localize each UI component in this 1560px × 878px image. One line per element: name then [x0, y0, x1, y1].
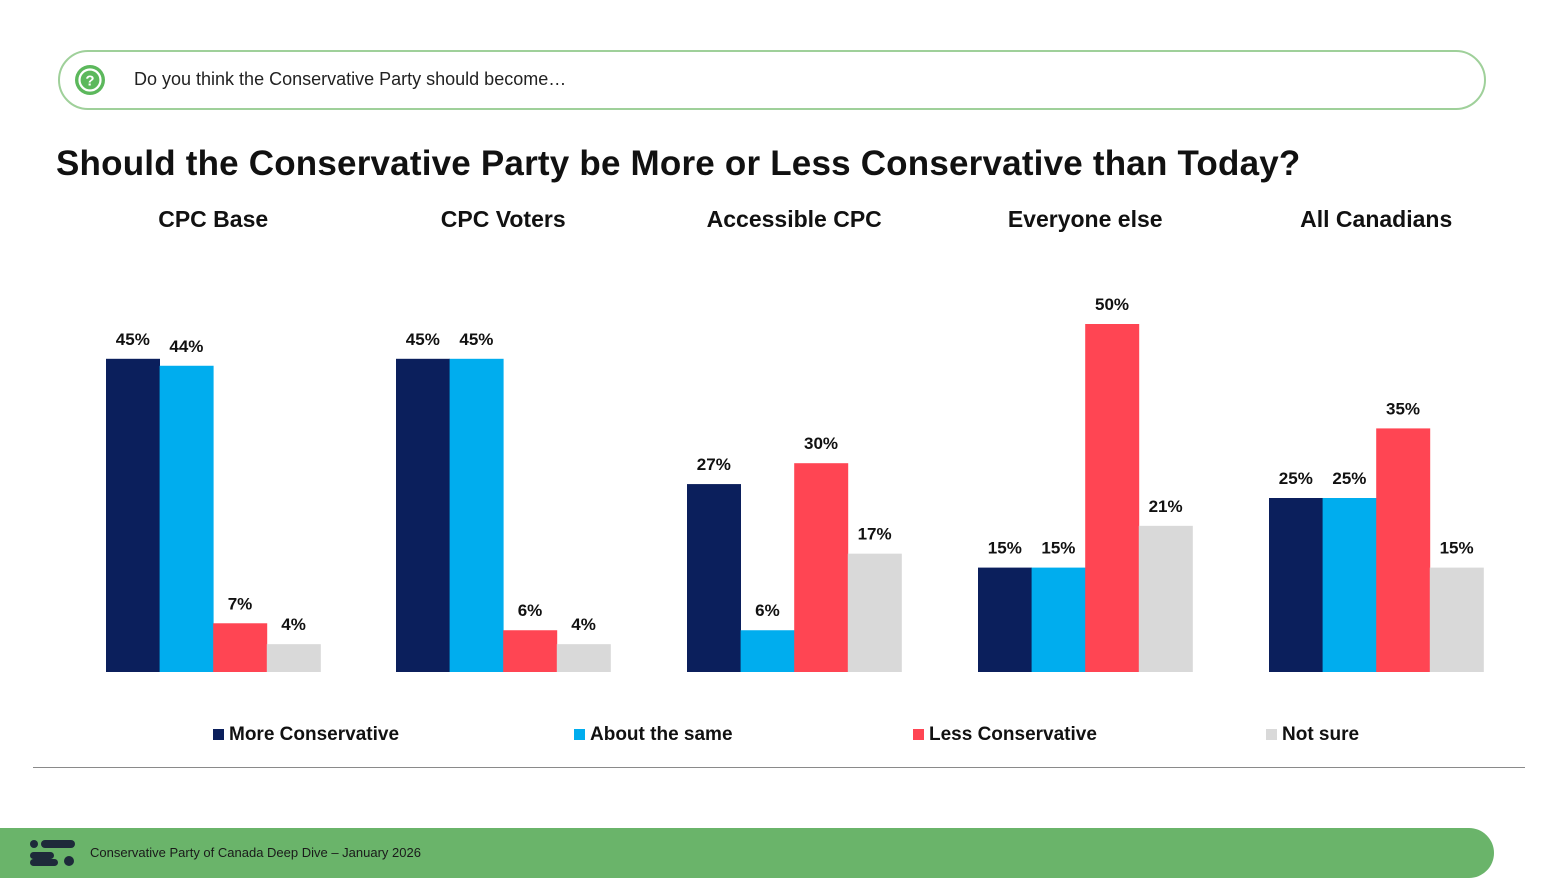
legend-swatch-less-conservative — [913, 729, 924, 740]
question-banner: ? Do you think the Conservative Party sh… — [58, 50, 1486, 110]
bar-accessible-cpc-not-sure — [847, 553, 902, 672]
data-label-everyone-else-more-conservative: 15% — [988, 539, 1022, 558]
legend-label-about-the-same: About the same — [590, 724, 733, 745]
legend-label-more-conservative: More Conservative — [229, 724, 399, 745]
data-label-accessible-cpc-more-conservative: 27% — [697, 455, 731, 474]
group-title-everyone-else: Everyone else — [1008, 206, 1163, 232]
data-label-cpc-voters-not-sure: 4% — [571, 615, 596, 634]
bar-all-canadians-less-conservative — [1376, 428, 1431, 672]
group-title-cpc-base: CPC Base — [158, 206, 268, 232]
data-label-accessible-cpc-less-conservative: 30% — [804, 434, 838, 453]
group-title-all-canadians: All Canadians — [1300, 206, 1452, 232]
legend-label-not-sure: Not sure — [1282, 724, 1359, 745]
data-label-everyone-else-less-conservative: 50% — [1095, 295, 1129, 314]
data-label-all-canadians-more-conservative: 25% — [1279, 469, 1313, 488]
bar-everyone-else-more-conservative — [978, 567, 1032, 672]
footer-bar: Conservative Party of Canada Deep Dive –… — [0, 828, 1494, 878]
data-label-cpc-voters-less-conservative: 6% — [518, 601, 543, 620]
bar-cpc-base-about-the-same — [159, 365, 214, 672]
data-label-cpc-base-more-conservative: 45% — [116, 330, 150, 349]
grouped-bar-chart: CPC Base 45% 44% 7% 4% CPC Voters 45% 45% 6% 4% Ac… — [106, 206, 1484, 745]
brand-logo-icon — [30, 840, 75, 866]
bar-cpc-voters-more-conservative — [396, 358, 450, 672]
data-label-cpc-voters-more-conservative: 45% — [406, 330, 440, 349]
bar-accessible-cpc-about-the-same — [740, 630, 795, 672]
data-label-cpc-base-not-sure: 4% — [281, 615, 306, 634]
data-label-all-canadians-not-sure: 15% — [1440, 539, 1474, 558]
bar-cpc-base-less-conservative — [213, 623, 268, 672]
divider — [33, 767, 1525, 768]
legend-swatch-more-conservative — [213, 729, 224, 740]
bar-all-canadians-not-sure — [1429, 567, 1484, 672]
legend-label-less-conservative: Less Conservative — [929, 724, 1097, 745]
bar-cpc-base-not-sure — [266, 644, 321, 672]
bar-cpc-voters-about-the-same — [449, 358, 504, 672]
data-label-all-canadians-less-conservative: 35% — [1386, 399, 1420, 418]
chart-title: Should the Conservative Party be More or… — [56, 144, 1301, 183]
data-label-cpc-voters-about-the-same: 45% — [459, 330, 493, 349]
data-label-all-canadians-about-the-same: 25% — [1332, 469, 1366, 488]
data-label-cpc-base-less-conservative: 7% — [228, 594, 253, 613]
data-label-cpc-base-about-the-same: 44% — [169, 337, 203, 356]
bar-everyone-else-about-the-same — [1031, 567, 1086, 672]
bar-accessible-cpc-less-conservative — [794, 463, 849, 672]
group-title-cpc-voters: CPC Voters — [441, 206, 566, 232]
data-label-accessible-cpc-not-sure: 17% — [858, 525, 892, 544]
legend-swatch-about-the-same — [574, 729, 585, 740]
data-label-everyone-else-about-the-same: 15% — [1041, 539, 1075, 558]
group-title-accessible-cpc: Accessible CPC — [707, 206, 882, 232]
data-label-accessible-cpc-about-the-same: 6% — [755, 601, 780, 620]
svg-text:?: ? — [85, 73, 94, 90]
bar-accessible-cpc-more-conservative — [687, 484, 741, 672]
bar-everyone-else-not-sure — [1138, 525, 1193, 672]
bar-cpc-voters-not-sure — [556, 644, 611, 672]
legend-swatch-not-sure — [1266, 729, 1277, 740]
data-label-everyone-else-not-sure: 21% — [1149, 497, 1183, 516]
bar-all-canadians-more-conservative — [1269, 498, 1323, 672]
question-text: Do you think the Conservative Party shou… — [134, 69, 567, 89]
bar-cpc-base-more-conservative — [106, 358, 160, 672]
footer-text: Conservative Party of Canada Deep Dive –… — [90, 845, 421, 860]
bar-all-canadians-about-the-same — [1322, 498, 1377, 672]
bar-cpc-voters-less-conservative — [503, 630, 558, 672]
question-icon: ? — [73, 63, 107, 97]
bar-everyone-else-less-conservative — [1085, 324, 1140, 672]
